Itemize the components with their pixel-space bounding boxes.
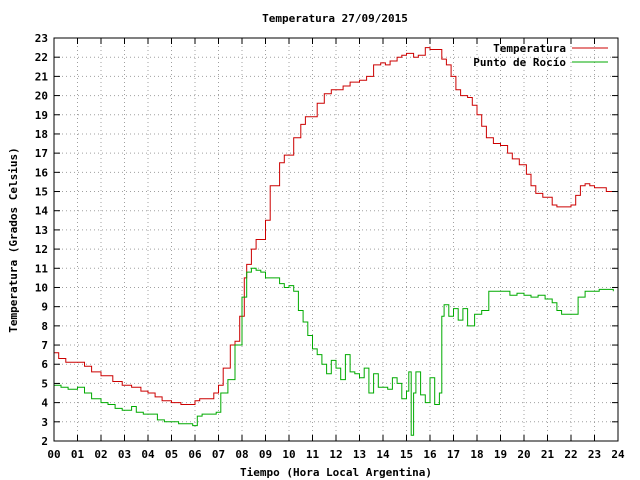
- x-tick-label: 24: [611, 448, 625, 461]
- y-tick-label: 21: [35, 70, 49, 83]
- x-tick-label: 00: [47, 448, 60, 461]
- x-tick-label: 18: [470, 448, 483, 461]
- x-tick-label: 03: [118, 448, 131, 461]
- y-tick-label: 2: [41, 435, 48, 448]
- y-tick-label: 8: [41, 320, 48, 333]
- x-tick-label: 11: [306, 448, 320, 461]
- x-tick-label: 21: [541, 448, 555, 461]
- y-tick-label: 22: [35, 51, 48, 64]
- legend-label: Punto de Rocío: [473, 56, 566, 69]
- x-tick-label: 10: [282, 448, 295, 461]
- series-line-temperatura: [54, 47, 614, 405]
- y-tick-label: 12: [35, 243, 48, 256]
- grid: [54, 38, 618, 441]
- y-tick-label: 5: [41, 377, 48, 390]
- x-tick-label: 08: [235, 448, 248, 461]
- x-tick-label: 04: [141, 448, 155, 461]
- x-axis-title: Tiempo (Hora Local Argentina): [240, 466, 432, 479]
- y-tick-label: 19: [35, 109, 48, 122]
- x-tick-label: 19: [494, 448, 507, 461]
- x-tick-label: 09: [259, 448, 272, 461]
- chart-title: Temperatura 27/09/2015: [262, 12, 408, 25]
- y-tick-label: 20: [35, 90, 48, 103]
- y-tick-label: 23: [35, 32, 48, 45]
- y-tick-label: 4: [41, 397, 48, 410]
- y-tick-label: 15: [35, 186, 48, 199]
- y-tick-label: 10: [35, 281, 48, 294]
- y-tick-label: 3: [41, 416, 48, 429]
- x-tick-label: 15: [400, 448, 413, 461]
- y-tick-label: 9: [41, 301, 48, 314]
- x-tick-label: 23: [588, 448, 601, 461]
- x-tick-label: 02: [94, 448, 107, 461]
- x-tick-label: 16: [423, 448, 437, 461]
- x-tick-label: 07: [212, 448, 225, 461]
- series-line-punto-de-rocio: [54, 267, 614, 436]
- y-tick-label: 17: [35, 147, 48, 160]
- y-axis-title: Temperatura (Grados Celsius): [7, 147, 20, 332]
- y-tick-label: 14: [35, 205, 49, 218]
- x-tick-label: 22: [564, 448, 577, 461]
- y-tick-label: 7: [41, 339, 48, 352]
- x-tick-label: 05: [165, 448, 178, 461]
- y-tick-label: 13: [35, 224, 48, 237]
- y-tick-label: 18: [35, 128, 48, 141]
- x-tick-label: 14: [376, 448, 390, 461]
- x-tick-label: 17: [447, 448, 460, 461]
- legend-label: Temperatura: [493, 42, 566, 55]
- y-tick-label: 6: [41, 358, 48, 371]
- y-tick-label: 16: [35, 166, 49, 179]
- y-tick-label: 11: [35, 262, 49, 275]
- x-tick-label: 01: [71, 448, 85, 461]
- x-tick-label: 06: [188, 448, 202, 461]
- series-layer: [54, 47, 614, 436]
- x-tick-label: 20: [517, 448, 530, 461]
- x-tick-label: 13: [353, 448, 366, 461]
- x-tick-label: 12: [329, 448, 342, 461]
